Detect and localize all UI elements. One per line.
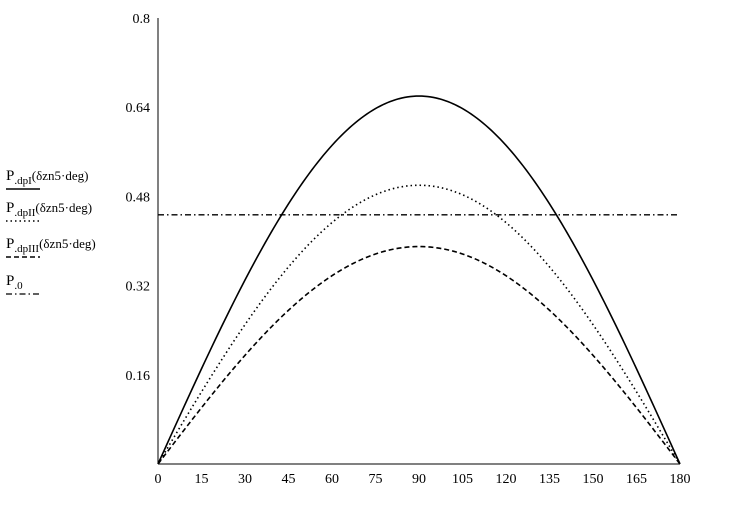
axes (157, 18, 680, 465)
tick-labels: 0 15 30 45 60 75 90 105 120 135 150 165 180 0.16 0.32 0… (126, 12, 691, 487)
y-tick-label: 0.16 (126, 369, 151, 384)
series-line-1 (157, 95, 681, 465)
x-tick-label: 90 (412, 472, 426, 487)
legend-label-1: P.dpI(δzn5·deg) (6, 168, 88, 187)
x-tick-label: 135 (539, 472, 560, 487)
legend-label-arg: (δzn5·deg) (35, 200, 92, 215)
x-tick-label: 60 (325, 472, 339, 487)
x-tick-label: 105 (452, 472, 473, 487)
x-tick-label: 30 (238, 472, 252, 487)
legend-label-2: P.dpII(δzn5·deg) (6, 200, 92, 219)
series-line-3 (157, 245, 681, 465)
legend-label-base: P (6, 273, 14, 289)
x-tick-label: 165 (626, 472, 647, 487)
y-tick-label: 0.32 (126, 280, 151, 295)
legend-label-base: P (6, 200, 14, 216)
legend-label-base: P (6, 236, 14, 252)
x-tick-label: 150 (583, 472, 604, 487)
legend-label-sub: .dpII (14, 207, 35, 219)
legend-label-sub: .dpIII (14, 243, 39, 255)
legend-label-arg: (δzn5·deg) (39, 236, 96, 251)
legend-label-4: P.0 (6, 273, 23, 292)
legend: P.dpI(δzn5·deg)P.dpII(δzn5·deg)P.dpIII(δ… (6, 168, 96, 295)
x-tick-label: 180 (670, 472, 691, 487)
x-tick-label: 15 (195, 472, 209, 487)
legend-label-arg: (δzn5·deg) (32, 168, 89, 183)
y-tick-label: 0.64 (126, 101, 151, 116)
legend-label-sub: .dpI (14, 175, 32, 187)
legend-label-3: P.dpIII(δzn5·deg) (6, 236, 96, 255)
legend-label-base: P (6, 168, 14, 184)
x-tick-label: 120 (496, 472, 517, 487)
y-tick-label: 0.48 (126, 190, 151, 205)
legend-label-sub: .0 (14, 280, 23, 292)
x-tick-label: 75 (369, 472, 383, 487)
series-lines (157, 95, 681, 465)
x-tick-label: 45 (282, 472, 296, 487)
y-tick-label: 0.8 (133, 12, 151, 27)
series-line-2 (157, 184, 681, 465)
x-tick-label: 0 (155, 472, 162, 487)
